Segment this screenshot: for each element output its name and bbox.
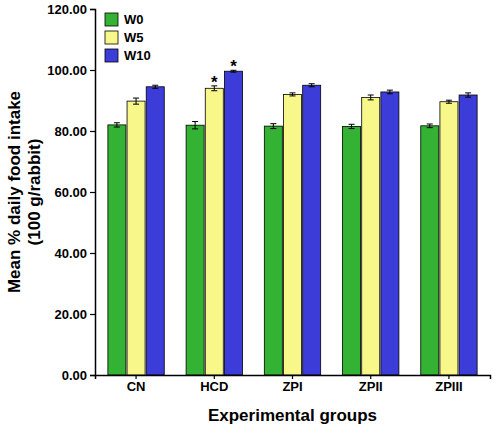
- x-tick-label: ZPI: [282, 379, 302, 394]
- y-tick-label: 100.00: [47, 63, 87, 78]
- bar: [459, 95, 477, 375]
- legend-swatch: [105, 49, 118, 62]
- error-bar: [446, 100, 452, 103]
- error-bar: [465, 93, 471, 97]
- x-tick-label: HCD: [200, 379, 228, 394]
- legend: W0 W5 W10: [105, 12, 151, 63]
- legend-swatch: [105, 31, 118, 44]
- y-tick: 0.00: [62, 368, 95, 383]
- y-tick-label: 40.00: [54, 246, 87, 261]
- error-bar: [133, 98, 139, 104]
- chart: 0.00 20.00 40.00 60.00 80.00 100.00 120.00 CN HC…: [0, 0, 500, 435]
- error-bar: [270, 124, 276, 129]
- error-bar: [309, 84, 315, 87]
- y-tick-mark: [90, 375, 95, 376]
- x-tick: HCD: [200, 375, 228, 394]
- legend-label: W10: [124, 48, 151, 63]
- bar: [224, 71, 242, 375]
- y-tick: 100.00: [47, 63, 95, 78]
- y-tick-label: 120.00: [47, 2, 87, 17]
- y-tick-mark: [90, 9, 95, 10]
- error-bar: [192, 122, 198, 129]
- bar: [205, 88, 223, 375]
- y-axis-line: [90, 10, 96, 376]
- y-axis-title: (100 g/rabbit): [25, 139, 44, 246]
- bar: [381, 92, 399, 375]
- bar: [303, 85, 321, 375]
- legend-label: W0: [124, 12, 144, 27]
- y-tick: 20.00: [54, 307, 95, 322]
- legend-label: W5: [124, 30, 144, 45]
- y-tick: 80.00: [54, 124, 95, 139]
- error-bar: [152, 85, 158, 88]
- y-tick-mark: [90, 253, 95, 254]
- bar: [421, 126, 439, 375]
- bar: [186, 125, 204, 375]
- x-tick-label: ZPIII: [435, 379, 462, 394]
- y-tick-label: 20.00: [54, 307, 87, 322]
- error-bar: [349, 124, 355, 128]
- bar: [343, 126, 361, 375]
- error-bar: [368, 95, 374, 100]
- error-bar: [114, 123, 120, 127]
- bar: [264, 126, 282, 375]
- x-axis: CN HCD ZPI ZPII ZPIII: [96, 375, 491, 394]
- legend-swatch: [105, 13, 118, 26]
- x-axis-title: Experimental groups: [208, 406, 377, 425]
- bar: [440, 102, 458, 375]
- y-tick-label: 80.00: [54, 124, 87, 139]
- annotation: *: [230, 57, 237, 76]
- y-axis: 0.00 20.00 40.00 60.00 80.00 100.00 120.00: [47, 2, 95, 383]
- bar: [283, 94, 301, 375]
- x-tick: ZPI: [282, 375, 302, 394]
- plot-area: [108, 70, 477, 375]
- y-tick-label: 0.00: [62, 368, 87, 383]
- error-bar: [427, 124, 433, 128]
- x-tick: ZPIII: [435, 375, 462, 394]
- x-tick: ZPII: [359, 375, 383, 394]
- error-bar: [290, 93, 296, 96]
- y-tick-mark: [90, 70, 95, 71]
- bar: [108, 125, 126, 375]
- y-tick-mark: [90, 131, 95, 132]
- bar: [146, 87, 164, 375]
- y-tick-mark: [90, 192, 95, 193]
- bar: [127, 101, 145, 375]
- y-tick: 60.00: [54, 185, 95, 200]
- x-tick: CN: [127, 375, 146, 394]
- bar: [362, 97, 380, 375]
- x-tick-label: ZPII: [359, 379, 383, 394]
- y-tick: 40.00: [54, 246, 95, 261]
- error-bar: [387, 90, 393, 94]
- x-tick-label: CN: [127, 379, 146, 394]
- y-tick-label: 60.00: [54, 185, 87, 200]
- y-tick: 120.00: [47, 2, 95, 17]
- annotation: *: [211, 73, 218, 92]
- y-tick-mark: [90, 314, 95, 315]
- y-axis-title: Mean % daily food intake: [5, 91, 24, 293]
